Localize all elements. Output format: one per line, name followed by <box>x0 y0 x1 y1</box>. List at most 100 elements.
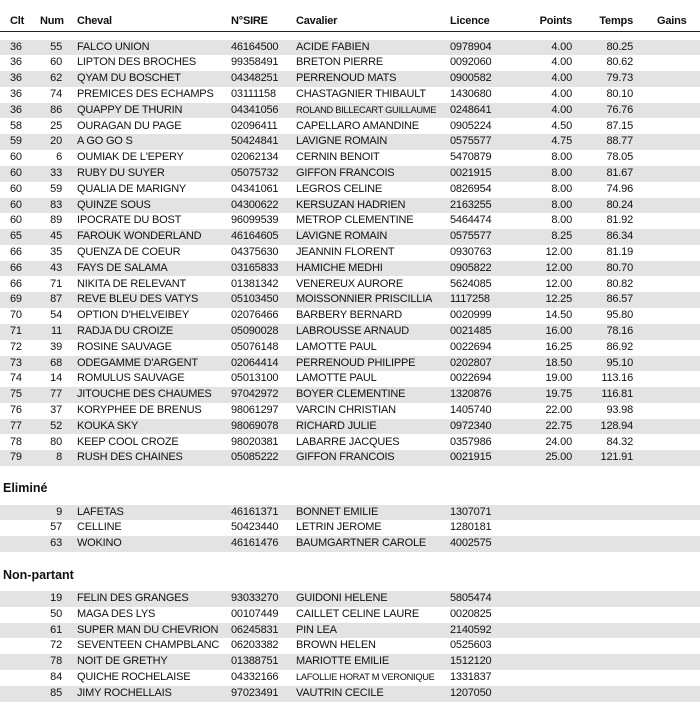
cell-points: 16.25 <box>545 340 572 353</box>
cell-sire: 04341056 <box>231 103 279 116</box>
cell-temps: 80.82 <box>606 277 633 290</box>
cell-cheval: MAGA DES LYS <box>77 607 156 620</box>
cell-num: 25 <box>50 119 62 132</box>
cell-clt: 66 <box>10 277 22 290</box>
cell-points: 4.00 <box>551 72 572 85</box>
cell-clt: 36 <box>10 87 22 100</box>
cell-cavalier: LABROUSSE ARNAUD <box>296 324 409 337</box>
cell-temps: 80.10 <box>606 87 633 100</box>
cell-clt: 36 <box>10 56 22 69</box>
cell-sire: 93033270 <box>231 592 279 604</box>
cell-licence: 0905224 <box>450 119 492 132</box>
cell-cavalier: CHASTAGNIER THIBAULT <box>296 87 426 100</box>
table-row: 59 20 A GO GO S 50424841 LAVIGNE ROMAIN 05755… <box>0 134 700 151</box>
header-licence: Licence <box>450 15 490 27</box>
cell-cavalier: ACIDE FABIEN <box>296 40 370 53</box>
cell-num: 77 <box>50 388 62 401</box>
table-row: 60 83 QUINZE SOUS 04300622 KERSUZAN HADRIEN 2… <box>0 197 700 214</box>
table-row: 60 89 IPOCRATE DU BOST 96099539 METROP CLEME… <box>0 213 700 229</box>
cell-temps: 113.16 <box>601 372 633 385</box>
cell-temps: 87.15 <box>606 119 633 132</box>
cell-sire: 98061297 <box>231 403 279 416</box>
table-row: 66 71 NIKITA DE RELEVANT 01381342 VENEREUX A… <box>0 277 700 293</box>
cell-points: 22.75 <box>545 419 572 432</box>
header-sire: N°SIRE <box>231 15 268 27</box>
cell-cheval: NOIT DE GRETHY <box>77 655 168 668</box>
cell-clt: 58 <box>10 119 22 132</box>
header-cheval: Cheval <box>77 15 112 27</box>
header-points: Points <box>539 15 573 27</box>
cell-num: 45 <box>50 230 62 243</box>
cell-cavalier: MARIOTTE EMILIE <box>296 655 389 668</box>
cell-cavalier: PIN LEA <box>296 623 337 636</box>
header-divider <box>0 31 700 32</box>
cell-licence: 1331837 <box>450 671 492 683</box>
cell-sire: 46161371 <box>231 505 279 518</box>
cell-clt: 77 <box>10 419 22 432</box>
cell-licence: 4002575 <box>450 537 492 550</box>
cell-cavalier: PERRENOUD PHILIPPE <box>296 356 416 369</box>
table-row: 63 WOKINO 46161476 BAUMGARTNER CAROLE 400257… <box>0 536 700 552</box>
cell-num: 33 <box>50 166 62 179</box>
cell-num: 43 <box>50 261 62 274</box>
cell-points: 4.00 <box>551 87 572 100</box>
cell-points: 4.00 <box>551 56 572 69</box>
cell-sire: 97023491 <box>231 686 279 699</box>
cell-num: 57 <box>50 521 62 534</box>
cell-licence: 0021485 <box>450 324 492 337</box>
cell-licence: 2163255 <box>450 198 492 211</box>
table-header: Clt Num Cheval N°SIRE Cavalier Licence P… <box>0 13 700 29</box>
cell-clt: 60 <box>10 182 22 195</box>
cell-sire: 98020381 <box>231 435 279 448</box>
cell-licence: 0092060 <box>450 56 492 69</box>
cell-cavalier: ROLAND BILLECART GUILLAUME <box>296 104 437 115</box>
cell-cavalier: BARBERY BERNARD <box>296 309 403 322</box>
cell-temps: 86.34 <box>606 230 633 243</box>
cell-cavalier: GIFFON FRANCOIS <box>296 166 395 179</box>
cell-cheval: IPOCRATE DU BOST <box>77 214 182 227</box>
cell-clt: 36 <box>10 40 22 53</box>
cell-cheval: QYAM DU BOSCHET <box>77 72 181 85</box>
cell-cheval: QUENZA DE COEUR <box>77 245 181 258</box>
cell-cheval: PREMICES DES ECHAMPS <box>77 87 214 100</box>
cell-cavalier: BROWN HELEN <box>296 639 376 652</box>
cell-points: 25.00 <box>545 451 572 464</box>
cell-cheval: JIMY ROCHELLAIS <box>77 686 172 699</box>
cell-clt: 66 <box>10 261 22 274</box>
cell-licence: 1405740 <box>450 403 492 416</box>
cell-clt: 59 <box>10 135 22 148</box>
cell-num: 59 <box>50 182 62 195</box>
cell-num: 8 <box>56 451 62 464</box>
cell-cavalier: GUIDONI HELENE <box>296 592 388 604</box>
cell-sire: 05076148 <box>231 340 279 353</box>
cell-num: 85 <box>50 686 62 699</box>
cell-licence: 5464474 <box>450 214 492 227</box>
table-row: 60 6 OUMIAK DE L'EPERY 02062134 CERNIN BENOI… <box>0 150 700 166</box>
cell-cheval: OURAGAN DU PAGE <box>77 119 182 132</box>
cell-cheval: QUICHE ROCHELAISE <box>77 671 191 683</box>
cell-num: 63 <box>50 537 62 550</box>
cell-licence: 0202807 <box>450 356 492 369</box>
cell-num: 35 <box>50 245 62 258</box>
cell-cheval: WOKINO <box>77 537 122 550</box>
cell-clt: 60 <box>10 166 22 179</box>
cell-licence: 0022694 <box>450 372 492 385</box>
cell-cheval: OPTION D'HELVEIBEY <box>77 309 189 322</box>
cell-cavalier: HAMICHE MEDHI <box>296 261 383 274</box>
cell-temps: 95.80 <box>606 309 633 322</box>
cell-cheval: REVE BLEU DES VATYS <box>77 293 199 306</box>
cell-sire: 04332166 <box>231 671 279 683</box>
cell-cavalier: VAUTRIN CECILE <box>296 686 384 699</box>
cell-cavalier: CAPELLARO AMANDINE <box>296 119 419 132</box>
cell-sire: 05075732 <box>231 166 279 179</box>
cell-sire: 03111158 <box>231 87 276 100</box>
cell-num: 84 <box>50 671 62 683</box>
table-row: 58 25 OURAGAN DU PAGE 02096411 CAPELLARO AMA… <box>0 119 700 135</box>
cell-sire: 04348251 <box>231 72 279 85</box>
cell-cheval: QUINZE SOUS <box>77 198 151 211</box>
cell-cheval: RUSH DES CHAINES <box>77 451 183 464</box>
cell-licence: 0248641 <box>450 103 492 116</box>
cell-points: 12.25 <box>545 293 572 306</box>
table-row: 36 55 FALCO UNION 46164500 ACIDE FABIEN 09789… <box>0 39 700 56</box>
cell-cavalier: LAMOTTE PAUL <box>296 372 377 385</box>
